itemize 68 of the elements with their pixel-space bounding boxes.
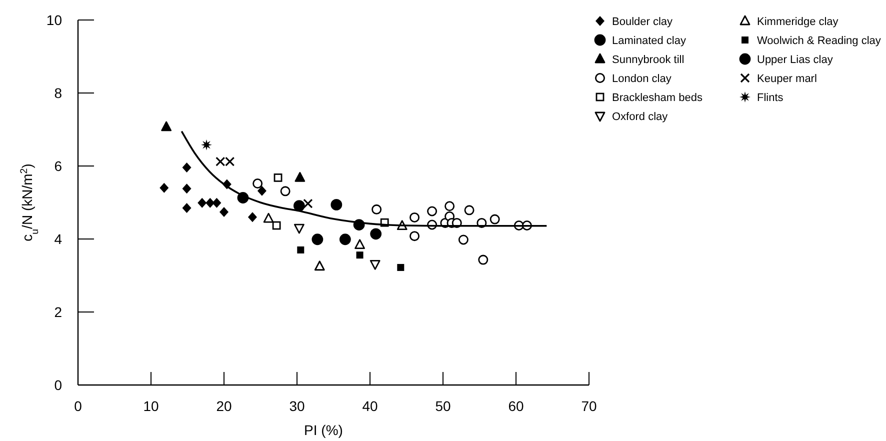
point [220, 206, 228, 217]
point [370, 260, 380, 270]
y-tick-label: 6 [54, 158, 62, 174]
legend-label: Kimmeridge clay [757, 16, 839, 28]
point [200, 139, 212, 150]
point [397, 264, 404, 271]
point [490, 214, 500, 224]
legend-label: Upper Lias clay [757, 54, 834, 66]
y-tick-label: 10 [46, 12, 62, 28]
point [263, 212, 274, 223]
x-tick-label: 0 [74, 398, 82, 414]
point [370, 228, 382, 240]
point [458, 234, 468, 245]
legend-label: London clay [612, 73, 672, 85]
point [314, 260, 325, 271]
point [478, 254, 488, 265]
point [216, 156, 226, 166]
point [198, 198, 207, 208]
point [272, 221, 281, 230]
point [161, 121, 172, 132]
legend-label: Oxford clay [612, 111, 668, 123]
point [252, 178, 263, 189]
y-tick-label: 0 [54, 377, 62, 393]
x-axis-title: PI (%) [304, 422, 343, 438]
point [444, 201, 455, 212]
legend-label: Flints [757, 92, 784, 104]
x-tick-label: 20 [216, 398, 232, 414]
point [212, 198, 222, 208]
point [410, 212, 420, 222]
point [257, 186, 266, 196]
legend-label: Boulder clay [612, 16, 674, 28]
point [182, 162, 192, 172]
point [294, 224, 304, 234]
legend-label: Laminated clay [612, 35, 686, 47]
y-tick-label: 2 [54, 304, 62, 320]
x-tick-label: 40 [362, 398, 378, 414]
point [206, 198, 215, 208]
point [274, 173, 282, 182]
point [294, 172, 306, 182]
x-tick-label: 10 [143, 398, 159, 414]
point [160, 182, 169, 193]
point [280, 186, 290, 196]
x-tick-label: 70 [581, 398, 597, 414]
point [356, 252, 364, 259]
point [248, 212, 257, 222]
y-tick-label: 8 [54, 85, 62, 101]
x-tick-label: 30 [289, 398, 305, 414]
point [427, 206, 438, 216]
point [312, 234, 324, 246]
legend-label: Bracklesham beds [612, 92, 703, 104]
point [303, 198, 313, 208]
point [464, 205, 474, 216]
x-tick-label: 60 [508, 398, 524, 414]
point [182, 202, 192, 213]
y-tick-label: 4 [54, 231, 62, 247]
legend-label: Keuper marl [757, 73, 817, 85]
x-tick-label: 50 [435, 398, 451, 414]
point [410, 231, 420, 242]
point [293, 200, 305, 212]
point [354, 239, 365, 250]
point [297, 246, 304, 254]
legend-label: Woolwich & Reading clay [757, 35, 882, 47]
point [330, 198, 342, 210]
point [225, 156, 235, 166]
point [339, 234, 351, 246]
point [372, 204, 382, 214]
legend-label: Sunnybrook till [612, 54, 684, 66]
point [182, 184, 192, 194]
